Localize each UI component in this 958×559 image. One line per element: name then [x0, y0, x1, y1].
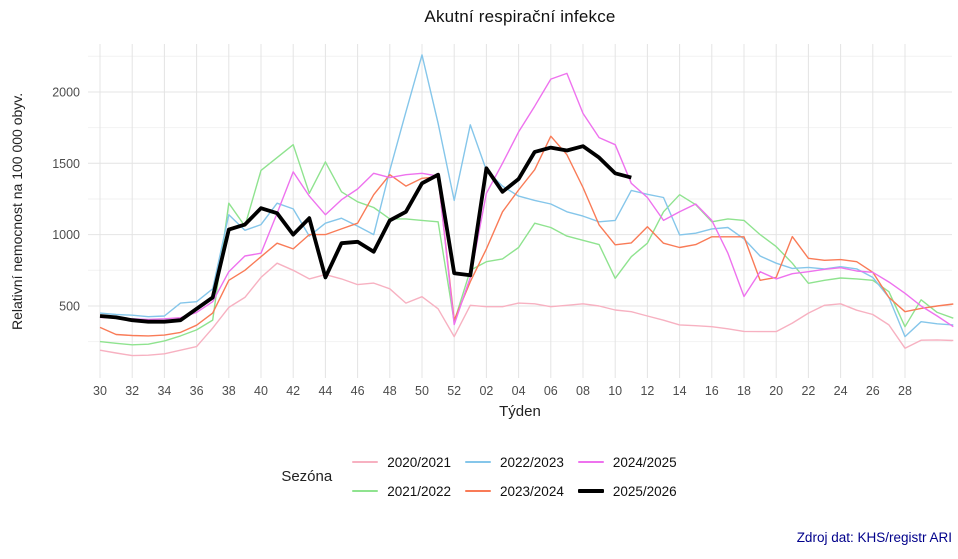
x-tick-label: 04: [512, 384, 526, 398]
x-tick-label: 18: [737, 384, 751, 398]
y-tick-label: 1000: [52, 228, 80, 242]
chart-title: Akutní respirační infekce: [424, 7, 616, 26]
x-tick-label: 16: [705, 384, 719, 398]
legend-item-2024-2025: 2024/2025: [577, 452, 677, 472]
x-tick-label: 52: [447, 384, 461, 398]
x-tick-label: 22: [801, 384, 815, 398]
legend-column: 2020/2021 2021/2022: [352, 452, 451, 501]
series-line-2021-2022: [99, 143, 954, 346]
legend-label: 2021/2022: [387, 483, 452, 499]
legend-label: 2025/2026: [612, 483, 677, 499]
y-tick-label: 1500: [52, 157, 80, 171]
x-tick-label: 10: [608, 384, 622, 398]
series-line-2022-2023: [99, 54, 954, 338]
x-tick-label: 38: [222, 384, 236, 398]
x-tick-label: 36: [190, 384, 204, 398]
legend-key-line: [577, 489, 604, 493]
x-axis-title: Týden: [499, 403, 541, 420]
x-tick-label: 50: [415, 384, 429, 398]
x-tick-label: 12: [640, 384, 654, 398]
y-tick-label: 500: [59, 300, 80, 314]
legend-column: 2022/2023 2023/2024: [465, 452, 564, 501]
x-tick-label: 02: [479, 384, 493, 398]
x-tick-label: 28: [898, 384, 912, 398]
x-tick-label: 46: [351, 384, 365, 398]
x-tick-label: 20: [769, 384, 783, 398]
legend-key-line: [465, 461, 492, 463]
x-tick-label: 26: [866, 384, 880, 398]
legend-label: 2023/2024: [500, 483, 564, 499]
legend-key-line: [352, 461, 379, 463]
legend: Sezóna 2020/2021 2021/2022 2022/2023 2023/2…: [0, 452, 958, 501]
x-tick-label: 48: [383, 384, 397, 398]
x-tick-label: 14: [673, 384, 687, 398]
series-line-2020-2021: [99, 262, 954, 357]
plot-area: 30 32 34 36 38 40 42 44 46 48 50 52 02 04 06 08 10 12 14 16…: [52, 44, 954, 398]
source-credit: Zdroj dat: KHS/registr ARI: [796, 530, 952, 545]
legend-item-2021-2022: 2021/2022: [352, 481, 451, 501]
legend-item-2022-2023: 2022/2023: [465, 452, 564, 472]
series-line-2024-2025: [99, 72, 954, 328]
legend-label: 2022/2023: [500, 454, 564, 470]
legend-key-line: [577, 461, 604, 463]
x-tick-label: 44: [318, 384, 332, 398]
x-tick-label: 30: [93, 384, 107, 398]
legend-label: 2024/2025: [612, 454, 677, 470]
legend-label: 2020/2021: [387, 454, 452, 470]
legend-key-line: [465, 490, 492, 492]
x-tick-label: 06: [544, 384, 558, 398]
series-line-2025-2026: [99, 144, 632, 324]
legend-item-2023-2024: 2023/2024: [465, 481, 564, 501]
y-tick-label: 2000: [52, 86, 80, 100]
x-tick-label: 32: [125, 384, 139, 398]
x-tick-label: 34: [157, 384, 171, 398]
legend-column: 2024/2025 2025/2026: [577, 452, 677, 501]
legend-key-line: [352, 490, 379, 492]
x-tick-label: 42: [286, 384, 300, 398]
x-tick-label: 24: [834, 384, 848, 398]
legend-title: Sezóna: [281, 468, 333, 485]
legend-item-2020-2021: 2020/2021: [352, 452, 451, 472]
x-tick-label: 08: [576, 384, 590, 398]
legend-item-2025-2026: 2025/2026: [577, 481, 677, 501]
series-line-2023-2024: [99, 135, 954, 337]
x-tick-label: 40: [254, 384, 268, 398]
legend-items: 2020/2021 2021/2022 2022/2023 2023/2024 2024…: [352, 452, 677, 501]
